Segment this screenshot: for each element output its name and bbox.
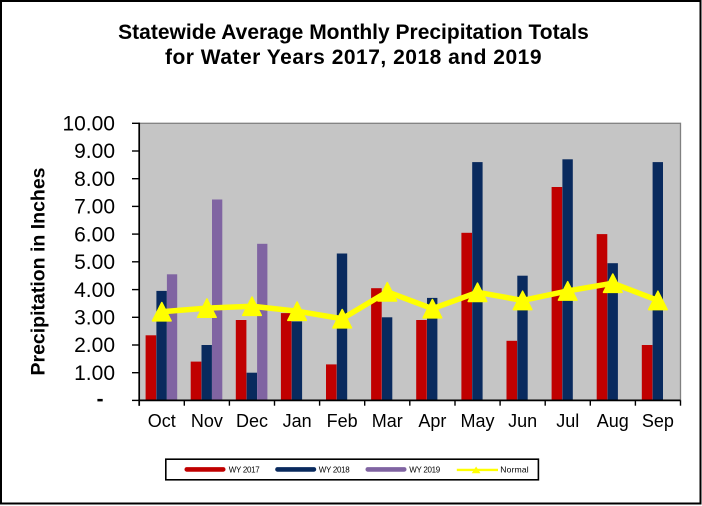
svg-text:Normal: Normal [500,465,529,475]
svg-text:Nov: Nov [191,411,223,431]
svg-text:Sep: Sep [642,411,674,431]
svg-text:May: May [460,411,494,431]
svg-text:WY 2017: WY 2017 [229,466,261,475]
svg-text:1.00: 1.00 [74,362,115,385]
svg-text:6.00: 6.00 [74,223,115,246]
svg-text:Apr: Apr [418,411,446,431]
svg-text:Jun: Jun [508,411,537,431]
svg-text:Dec: Dec [236,411,268,431]
svg-text:WY 2019: WY 2019 [409,466,441,475]
svg-text:for Water Years 2017, 2018 and: for Water Years 2017, 2018 and 2019 [165,46,542,69]
svg-text:Jul: Jul [556,411,579,431]
svg-text:Mar: Mar [372,411,403,431]
svg-text:9.00: 9.00 [74,140,115,163]
svg-text:4.00: 4.00 [74,279,115,302]
svg-text:3.00: 3.00 [74,307,115,330]
svg-text:8.00: 8.00 [74,168,115,191]
svg-text:Jan: Jan [283,411,312,431]
svg-text:Oct: Oct [148,411,176,431]
svg-text:Feb: Feb [327,411,358,431]
svg-text:7.00: 7.00 [74,196,115,219]
svg-text:Precipitation in Inches: Precipitation in Inches [27,167,49,375]
svg-text:10.00: 10.00 [62,113,115,136]
svg-text:5.00: 5.00 [74,251,115,274]
svg-text:WY 2018: WY 2018 [319,466,351,475]
svg-text:Statewide Average Monthly Prec: Statewide Average Monthly Precipitation … [118,21,589,44]
svg-text:2.00: 2.00 [74,334,115,357]
svg-text:Aug: Aug [597,411,629,431]
